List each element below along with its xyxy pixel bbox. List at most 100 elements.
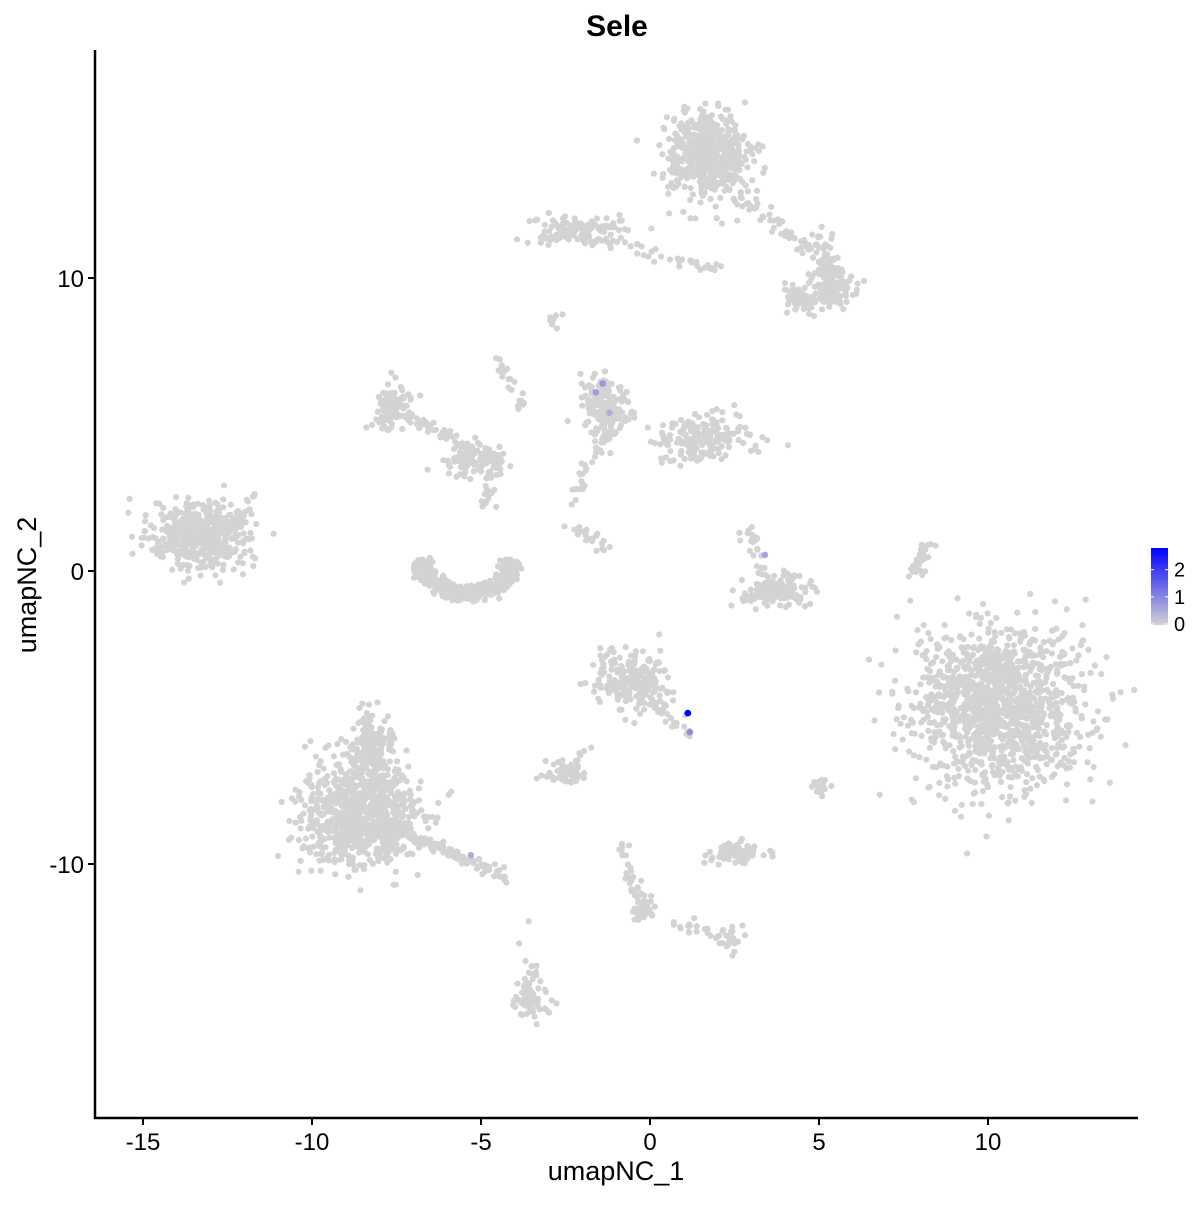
cell-point (1073, 657, 1080, 664)
cell-point (367, 747, 374, 754)
cell-point (1011, 688, 1018, 695)
cell-point (717, 194, 724, 201)
cell-point (784, 576, 792, 583)
cell-point (305, 825, 312, 832)
cell-point (618, 217, 625, 224)
cell-point (610, 656, 617, 663)
cell-point (217, 579, 224, 586)
cell-point (998, 629, 1005, 637)
cell-point (223, 554, 231, 561)
cell-point (993, 683, 1000, 690)
cell-point (626, 689, 633, 696)
cell-point (346, 859, 353, 867)
cell-point (713, 215, 720, 222)
cell-point (615, 227, 623, 234)
cell-point (957, 813, 965, 820)
cell-point (1001, 760, 1008, 767)
cell-point (949, 712, 956, 719)
cell-point (603, 215, 610, 222)
cell-point (193, 556, 200, 563)
cell-point (698, 449, 705, 456)
cell-point (176, 519, 184, 527)
cell-point (702, 100, 709, 107)
cell-point (1027, 785, 1034, 792)
cell-point (369, 712, 376, 719)
cell-point (760, 169, 767, 176)
cell-point (292, 819, 299, 826)
cell-point (582, 384, 589, 391)
cell-point (330, 794, 337, 801)
cell-point (992, 632, 999, 640)
cell-point (579, 402, 586, 409)
cell-point (622, 716, 629, 723)
cell-point (914, 627, 921, 634)
cell-point (326, 787, 333, 794)
cell-point (1076, 743, 1083, 750)
cell-point (374, 699, 381, 706)
cell-point (338, 795, 345, 802)
cell-point (677, 462, 684, 469)
cell-point (1033, 717, 1040, 724)
cell-point (1122, 741, 1129, 749)
cell-point (351, 771, 358, 778)
cell-point (295, 836, 302, 844)
cell-point (820, 783, 827, 791)
cell-point (168, 537, 176, 545)
cell-point (916, 753, 923, 761)
cell-point (1061, 754, 1068, 762)
cell-point (1085, 646, 1092, 653)
cell-point (317, 790, 324, 797)
cell-point (186, 519, 193, 527)
cell-point (1052, 714, 1060, 721)
cell-point (128, 533, 136, 540)
cell-point (833, 299, 840, 306)
cell-point (978, 758, 985, 766)
cell-point (397, 384, 404, 391)
cell-point (192, 542, 200, 549)
cell-point (741, 932, 749, 939)
cell-point (214, 560, 221, 567)
cell-point (189, 525, 196, 532)
cell-point (734, 163, 741, 171)
cell-point (997, 734, 1005, 741)
cell-point (307, 737, 314, 745)
cell-point (992, 674, 999, 681)
cell-point (594, 427, 601, 434)
cell-point (736, 152, 743, 159)
cell-point (1013, 730, 1020, 738)
cell-point (712, 203, 719, 210)
cell-point (918, 705, 926, 712)
cell-point (167, 510, 174, 517)
cell-point (1052, 661, 1059, 668)
cell-point (308, 794, 315, 801)
cell-point (1077, 641, 1084, 649)
cell-point (735, 858, 742, 865)
cell-point (159, 536, 166, 543)
cell-point (1079, 621, 1086, 629)
cell-point (669, 697, 677, 704)
cell-point (632, 648, 640, 655)
cell-point (364, 851, 371, 858)
cell-point (680, 156, 687, 163)
cell-point (1006, 793, 1014, 800)
cell-point (336, 776, 343, 783)
cell-point (328, 826, 335, 834)
cell-point (195, 564, 202, 572)
cell-point (936, 728, 943, 735)
cell-point (174, 551, 181, 558)
cell-point (941, 621, 948, 629)
cell-point (472, 434, 479, 441)
cell-point (356, 704, 363, 712)
cell-point (392, 881, 399, 888)
cell-point (957, 714, 964, 721)
cell-point (1043, 722, 1051, 729)
cell-point (743, 855, 751, 863)
cell-point (973, 657, 981, 664)
cell-point (918, 719, 925, 726)
cell-point (952, 718, 959, 725)
cell-point (943, 634, 950, 641)
cell-point (1023, 779, 1030, 786)
cell-point (542, 757, 549, 765)
cell-point (805, 279, 812, 287)
cell-point (1086, 745, 1093, 752)
